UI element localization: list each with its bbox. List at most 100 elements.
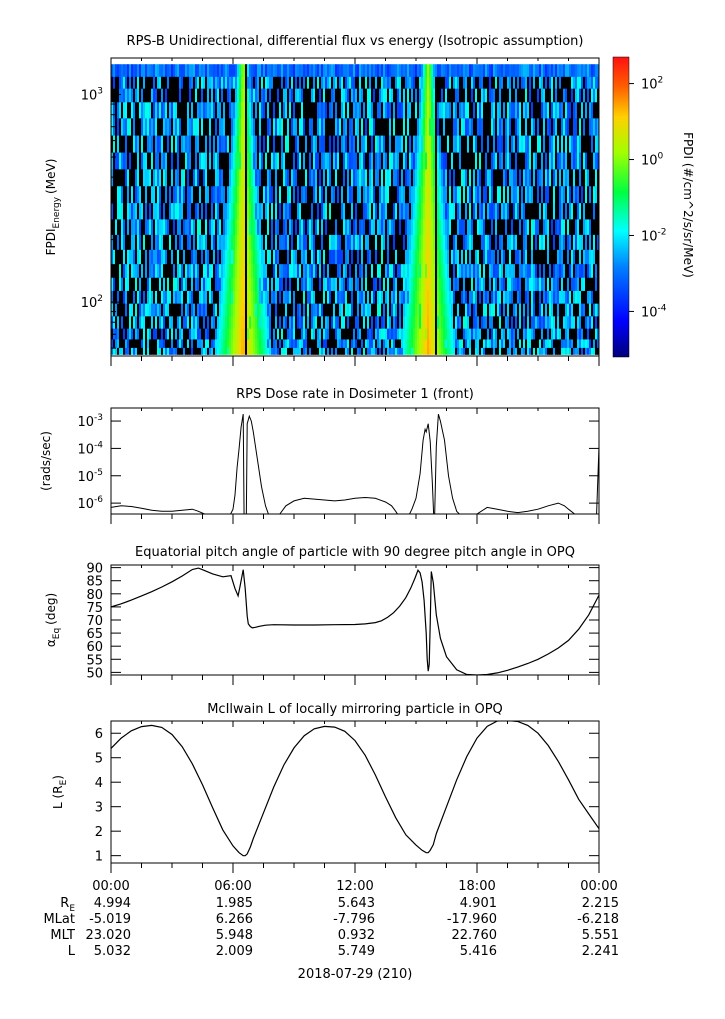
- spectrogram-cell: [461, 328, 464, 340]
- spectrogram-cell: [547, 76, 550, 89]
- spectrogram-cell: [187, 315, 190, 329]
- spectrogram-cell: [577, 249, 580, 265]
- spectrogram-cell: [125, 117, 128, 136]
- spectrogram-cell: [359, 339, 362, 348]
- spectrogram-cell: [367, 168, 370, 187]
- spectrogram-cell: [515, 290, 518, 304]
- spectrogram-cell: [483, 135, 486, 153]
- spectrogram-cell: [219, 76, 222, 89]
- spectrogram-cell: [137, 152, 140, 170]
- spectrogram-cell: [453, 315, 456, 329]
- spectrogram-cell: [203, 347, 206, 355]
- spectrogram-cell: [369, 263, 372, 278]
- spectrogram-cell: [155, 117, 158, 136]
- spectrogram-cell: [151, 339, 154, 348]
- spectrogram-cell: [305, 315, 308, 329]
- spectrogram-cell: [291, 315, 294, 329]
- spectrogram-cell: [597, 249, 599, 265]
- spectrogram-cell: [391, 339, 394, 348]
- spectrogram-cell: [191, 117, 194, 136]
- spectrogram-cell: [193, 263, 196, 278]
- spectrogram-cell: [597, 202, 599, 220]
- spectrogram-cell: [179, 135, 182, 153]
- spectrogram-cell: [367, 202, 370, 220]
- spectrogram-cell: [589, 135, 592, 153]
- spectrogram-cell: [545, 117, 548, 136]
- spectrogram-cell: [297, 218, 300, 235]
- spectrogram-cell: [253, 185, 256, 204]
- spectrogram-cell: [267, 101, 270, 119]
- spectrogram-cell: [569, 315, 572, 329]
- spectrogram-cell: [325, 101, 328, 119]
- spectrogram-cell: [541, 234, 544, 250]
- spectrogram-cell: [591, 277, 594, 291]
- spectrogram-cell: [301, 168, 304, 187]
- spectrogram-cell: [421, 202, 424, 220]
- spectrogram-cell: [593, 339, 596, 348]
- spectrogram-cell: [123, 101, 126, 119]
- spectrogram-cell: [535, 88, 538, 103]
- spectrogram-cell: [283, 315, 286, 329]
- spectrogram-cell: [251, 218, 254, 235]
- spectrogram-cell: [307, 152, 310, 170]
- spectrogram-cell: [419, 88, 422, 103]
- spectrogram-cell: [411, 76, 414, 89]
- spectrogram-cell: [305, 168, 308, 187]
- spectrogram-cell: [475, 88, 478, 103]
- spectrogram-cell: [311, 249, 314, 265]
- spectrogram-cell: [551, 101, 554, 119]
- spectrogram-cell: [389, 249, 392, 265]
- spectrogram-cell: [443, 117, 446, 136]
- spectrogram-cell: [207, 101, 210, 119]
- spectrogram-cell: [143, 88, 146, 103]
- spectrogram-cell: [383, 277, 386, 291]
- spectrogram-cell: [187, 202, 190, 220]
- spectrogram-cell: [455, 101, 458, 119]
- spectrogram-cell: [517, 218, 520, 235]
- spectrogram-cell: [227, 135, 230, 153]
- spectrogram-cell: [191, 315, 194, 329]
- spectrogram-cell: [345, 234, 348, 250]
- spectrogram-cell: [125, 249, 128, 265]
- spectrogram-cell: [453, 88, 456, 103]
- spectrogram-cell: [495, 135, 498, 153]
- spectrogram-cell: [269, 303, 272, 317]
- spectrogram-cell: [597, 263, 599, 278]
- spectrogram-cell: [517, 290, 520, 304]
- spectrogram-cell: [529, 249, 532, 265]
- spectrogram-cell: [139, 202, 142, 220]
- spectrogram-cell: [401, 88, 404, 103]
- spectrogram-cell: [295, 290, 298, 304]
- spectrogram-cell: [175, 347, 178, 355]
- spectrogram-cell: [431, 185, 434, 204]
- spectrogram-cell: [361, 101, 364, 119]
- spectrogram-cell: [447, 339, 450, 348]
- spectrogram-cell: [163, 117, 166, 136]
- spectrogram-cell: [593, 234, 596, 250]
- spectrogram-cell: [153, 64, 156, 77]
- spectrogram-cell: [271, 249, 274, 265]
- spectrogram-cell: [367, 315, 370, 329]
- spectrogram-cell: [421, 185, 424, 204]
- spectrogram-cell: [587, 263, 590, 278]
- spectrogram-cell: [419, 185, 422, 204]
- spectrogram-cell: [439, 277, 442, 291]
- spectrogram-cell: [377, 168, 380, 187]
- spectrogram-cell: [533, 303, 536, 317]
- spectrogram-cell: [331, 263, 334, 278]
- spectrogram-cell: [389, 168, 392, 187]
- spectrogram-cell: [341, 76, 344, 89]
- spectrogram-cell: [201, 277, 204, 291]
- spectrogram-cell: [345, 218, 348, 235]
- spectrogram-cell: [467, 218, 470, 235]
- spectrogram-cell: [451, 117, 454, 136]
- spectrogram-cell: [235, 76, 238, 89]
- spectrogram-cell: [143, 185, 146, 204]
- spectrogram-cell: [139, 117, 142, 136]
- spectrogram-cell: [177, 202, 180, 220]
- spectrogram-cell: [227, 339, 230, 348]
- spectrogram-cell: [463, 339, 466, 348]
- spectrogram-cell: [297, 185, 300, 204]
- spectrogram-cell: [181, 328, 184, 340]
- spectrogram-cell: [137, 76, 140, 89]
